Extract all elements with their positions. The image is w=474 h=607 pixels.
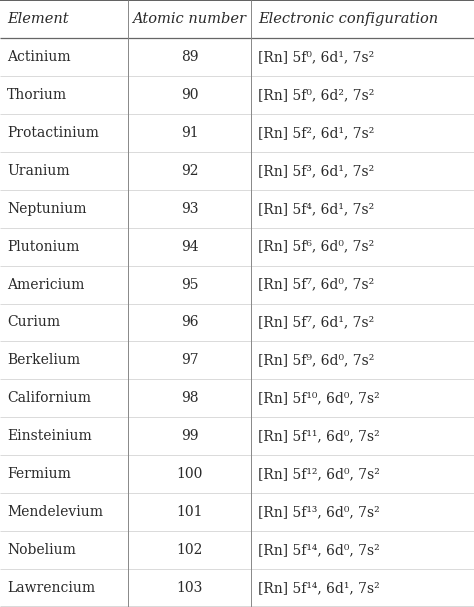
- Text: [Rn] 5f², 6d¹, 7s²: [Rn] 5f², 6d¹, 7s²: [258, 126, 375, 140]
- Text: Nobelium: Nobelium: [7, 543, 76, 557]
- Text: Actinium: Actinium: [7, 50, 71, 64]
- Text: Lawrencium: Lawrencium: [7, 581, 95, 595]
- Text: Einsteinium: Einsteinium: [7, 429, 92, 443]
- Text: 102: 102: [176, 543, 203, 557]
- Text: [Rn] 5f⁷, 6d¹, 7s²: [Rn] 5f⁷, 6d¹, 7s²: [258, 316, 374, 330]
- Text: 96: 96: [181, 316, 198, 330]
- Text: Atomic number: Atomic number: [133, 12, 246, 26]
- Text: [Rn] 5f³, 6d¹, 7s²: [Rn] 5f³, 6d¹, 7s²: [258, 164, 374, 178]
- Text: 97: 97: [181, 353, 199, 367]
- Text: 98: 98: [181, 392, 198, 405]
- Text: Plutonium: Plutonium: [7, 240, 80, 254]
- Text: 94: 94: [181, 240, 199, 254]
- Text: Berkelium: Berkelium: [7, 353, 80, 367]
- Text: Curium: Curium: [7, 316, 60, 330]
- Text: [Rn] 5f¹³, 6d⁰, 7s²: [Rn] 5f¹³, 6d⁰, 7s²: [258, 505, 380, 519]
- Text: 90: 90: [181, 88, 198, 102]
- Text: 103: 103: [176, 581, 203, 595]
- Text: [Rn] 5f⁰, 6d¹, 7s²: [Rn] 5f⁰, 6d¹, 7s²: [258, 50, 374, 64]
- Text: [Rn] 5f¹², 6d⁰, 7s²: [Rn] 5f¹², 6d⁰, 7s²: [258, 467, 380, 481]
- Text: Americium: Americium: [7, 277, 84, 291]
- Text: Mendelevium: Mendelevium: [7, 505, 103, 519]
- Text: [Rn] 5f¹¹, 6d⁰, 7s²: [Rn] 5f¹¹, 6d⁰, 7s²: [258, 429, 380, 443]
- Text: [Rn] 5f¹⁴, 6d¹, 7s²: [Rn] 5f¹⁴, 6d¹, 7s²: [258, 581, 380, 595]
- Text: 100: 100: [176, 467, 203, 481]
- Text: Protactinium: Protactinium: [7, 126, 99, 140]
- Text: Element: Element: [7, 12, 69, 26]
- Text: [Rn] 5f¹⁴, 6d⁰, 7s²: [Rn] 5f¹⁴, 6d⁰, 7s²: [258, 543, 380, 557]
- Text: 95: 95: [181, 277, 198, 291]
- Text: [Rn] 5f⁹, 6d⁰, 7s²: [Rn] 5f⁹, 6d⁰, 7s²: [258, 353, 375, 367]
- Text: 91: 91: [181, 126, 199, 140]
- Text: Uranium: Uranium: [7, 164, 70, 178]
- Text: 93: 93: [181, 202, 198, 215]
- Text: 92: 92: [181, 164, 198, 178]
- Text: [Rn] 5f¹⁰, 6d⁰, 7s²: [Rn] 5f¹⁰, 6d⁰, 7s²: [258, 392, 380, 405]
- Text: Californium: Californium: [7, 392, 91, 405]
- Text: [Rn] 5f⁷, 6d⁰, 7s²: [Rn] 5f⁷, 6d⁰, 7s²: [258, 277, 374, 291]
- Text: [Rn] 5f⁴, 6d¹, 7s²: [Rn] 5f⁴, 6d¹, 7s²: [258, 202, 374, 215]
- Text: Fermium: Fermium: [7, 467, 71, 481]
- Text: Neptunium: Neptunium: [7, 202, 87, 215]
- Text: 99: 99: [181, 429, 198, 443]
- Text: Electronic configuration: Electronic configuration: [258, 12, 438, 26]
- Text: 101: 101: [176, 505, 203, 519]
- Text: Thorium: Thorium: [7, 88, 67, 102]
- Text: [Rn] 5f⁰, 6d², 7s²: [Rn] 5f⁰, 6d², 7s²: [258, 88, 375, 102]
- Text: [Rn] 5f⁶, 6d⁰, 7s²: [Rn] 5f⁶, 6d⁰, 7s²: [258, 240, 374, 254]
- Text: 89: 89: [181, 50, 198, 64]
